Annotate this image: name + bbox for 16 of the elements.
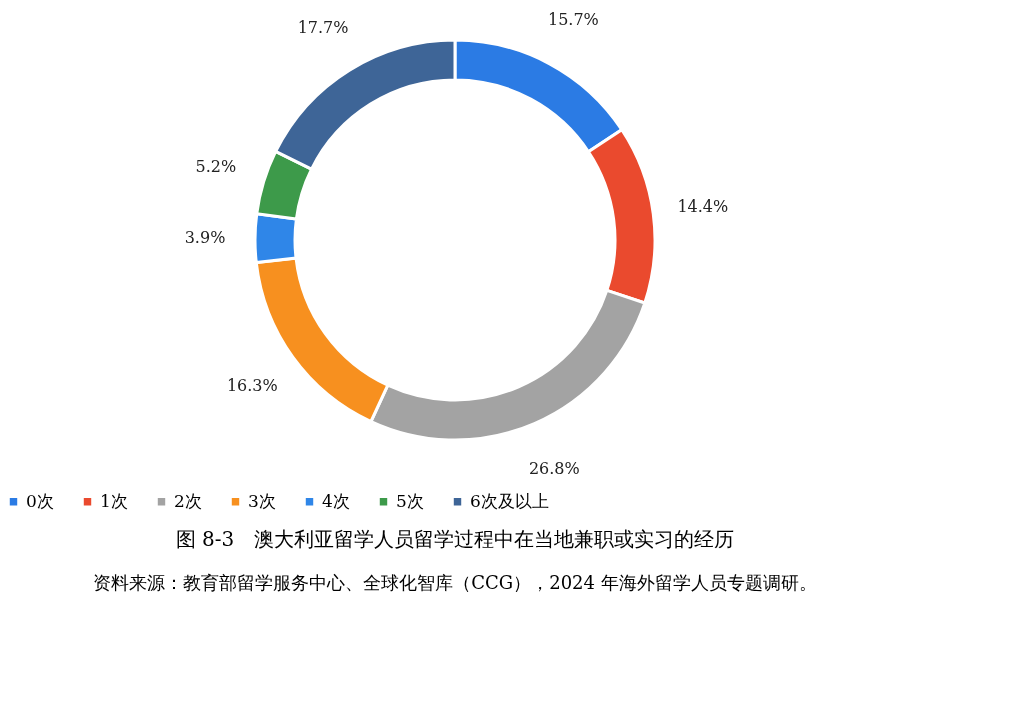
data-label: 5.2% [195,157,237,177]
data-label: 14.4% [677,197,729,217]
data-label: 3.9% [184,227,226,247]
legend-label: 1次 [100,490,128,511]
legend-label: 5次 [396,490,424,511]
legend-label: 3次 [248,490,276,511]
data-label: 26.8% [528,459,580,479]
data-label: 16.3% [226,376,278,396]
data-label: 15.7% [547,9,599,29]
legend-label: 2次 [174,490,202,511]
legend-label: 6次及以上 [470,490,549,511]
legend-label: 4次 [322,490,350,511]
data-label: 17.7% [297,17,349,37]
legend-label: 0次 [26,490,54,511]
text: 资料来源：教育部留学服务中心、全球化智库（CCG），2024 年海外留学人员专题调研。 [93,572,817,593]
text: 图 8-3 澳大利亚留学人员留学过程中在当地兼职或实习的经历 [175,527,735,551]
